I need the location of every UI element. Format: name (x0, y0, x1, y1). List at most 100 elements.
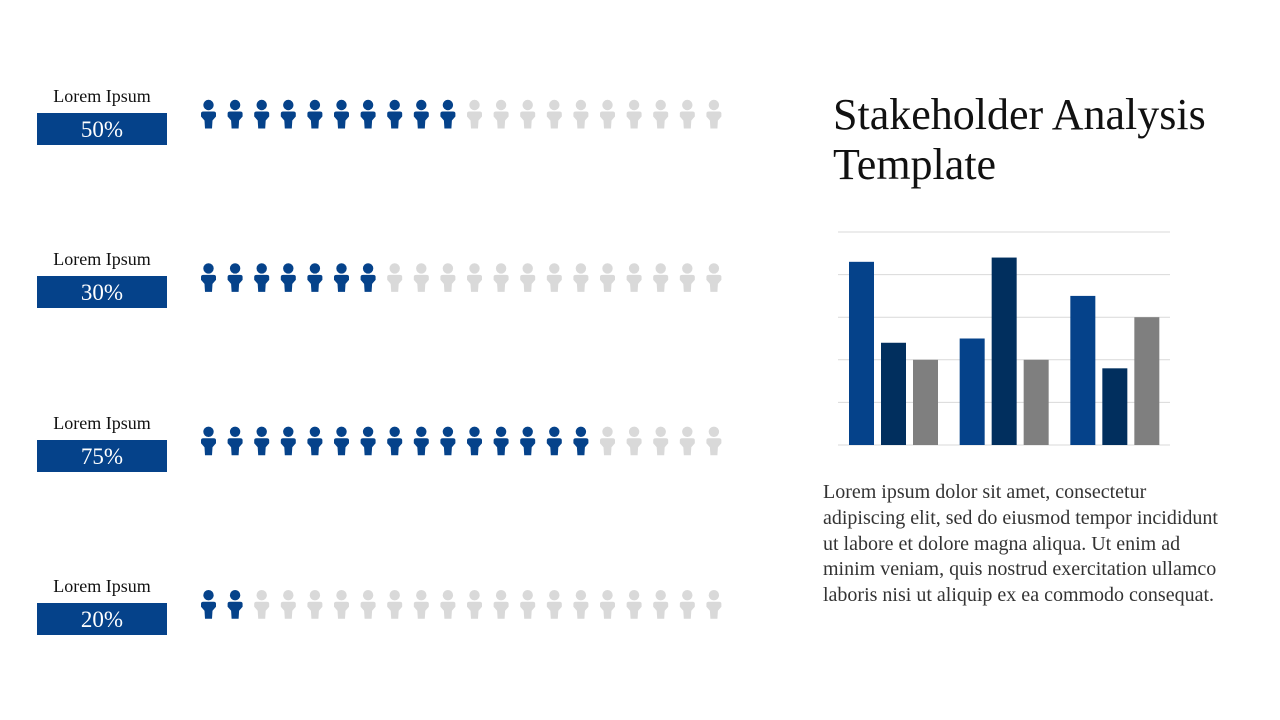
person-icon (653, 263, 669, 292)
person-icon (387, 99, 403, 129)
person-icon (227, 99, 243, 129)
person-icon (227, 263, 243, 292)
person-icon (653, 426, 669, 456)
title: Stakeholder Analysis Template (833, 90, 1206, 189)
row-value: 20% (37, 603, 167, 636)
person-icon (626, 263, 642, 292)
person-icon (626, 99, 642, 129)
person-icon (653, 590, 669, 619)
person-icon (360, 590, 376, 619)
person-icon (360, 263, 376, 292)
person-icon (573, 426, 589, 456)
person-icon (679, 263, 695, 292)
person-icon (307, 590, 323, 619)
person-icon (440, 263, 456, 292)
person-icon (467, 590, 482, 619)
person-icon (201, 263, 216, 292)
person-icon (573, 263, 589, 292)
row-label: Lorem Ipsum (53, 576, 151, 597)
person-icon (520, 426, 536, 456)
person-icon (626, 426, 642, 456)
person-icon (413, 590, 429, 619)
person-icon (546, 590, 562, 619)
person-icon (679, 99, 695, 129)
person-icon (254, 426, 270, 456)
person-icon (413, 426, 429, 456)
person-icon (546, 263, 562, 292)
person-icon (334, 99, 349, 129)
person-icon (387, 590, 403, 619)
person-icon (280, 590, 296, 619)
person-icon (520, 263, 536, 292)
person-icon (280, 263, 296, 292)
row-value: 50% (37, 113, 167, 145)
person-icon (440, 590, 456, 619)
person-icon (334, 590, 349, 619)
person-icon (387, 263, 403, 292)
person-icon (413, 99, 429, 129)
person-icon (679, 426, 695, 456)
person-icon (706, 263, 722, 292)
person-icon (600, 263, 615, 292)
person-icon (387, 426, 403, 456)
bar (849, 261, 874, 445)
person-icon (227, 590, 243, 619)
person-icon (413, 263, 429, 292)
person-icon (493, 590, 509, 619)
person-icon (307, 263, 323, 292)
person-icon (493, 263, 509, 292)
person-icon (626, 590, 642, 619)
person-icon (227, 426, 243, 456)
person-icon (573, 99, 589, 129)
person-icon (706, 99, 722, 129)
person-icon (254, 263, 270, 292)
person-icon (600, 99, 615, 129)
person-icon (706, 590, 722, 619)
person-icon (334, 263, 349, 292)
row-label: Lorem Ipsum (53, 412, 151, 433)
bar (1102, 368, 1128, 445)
person-icon (706, 426, 722, 456)
row-label: Lorem Ipsum (53, 249, 151, 270)
person-icon (546, 99, 562, 129)
person-icon (679, 590, 695, 619)
person-icon (254, 590, 270, 619)
person-icon (440, 99, 456, 129)
person-icon (254, 99, 270, 129)
person-icon (467, 99, 482, 129)
bar (913, 359, 938, 445)
person-icon (546, 426, 562, 456)
person-icon (520, 99, 536, 129)
body-text: Lorem ipsum dolor sit amet, consectetur … (823, 481, 1218, 607)
person-icon (280, 426, 296, 456)
person-icon (467, 263, 482, 292)
person-icon (360, 426, 376, 456)
row-value: 30% (37, 276, 167, 309)
person-icon (573, 590, 589, 619)
person-icon (360, 99, 376, 129)
bar (991, 257, 1017, 445)
person-icon (201, 99, 216, 129)
row-label: Lorem Ipsum (53, 86, 151, 106)
person-icon (280, 99, 296, 129)
person-icon (440, 426, 456, 456)
person-icon (493, 99, 509, 129)
person-icon (493, 426, 509, 456)
row-value: 75% (37, 439, 167, 472)
person-icon (307, 426, 323, 456)
bar (1070, 295, 1096, 445)
person-icon (653, 99, 669, 129)
person-icon (201, 426, 216, 456)
person-icon (600, 426, 615, 456)
bar (881, 342, 906, 445)
bar (1134, 317, 1160, 445)
person-icon (201, 590, 216, 619)
person-icon (307, 99, 323, 129)
bar (1023, 359, 1049, 445)
person-icon (600, 590, 615, 619)
bar (959, 338, 985, 445)
person-icon (467, 426, 482, 456)
person-icon (520, 590, 536, 619)
